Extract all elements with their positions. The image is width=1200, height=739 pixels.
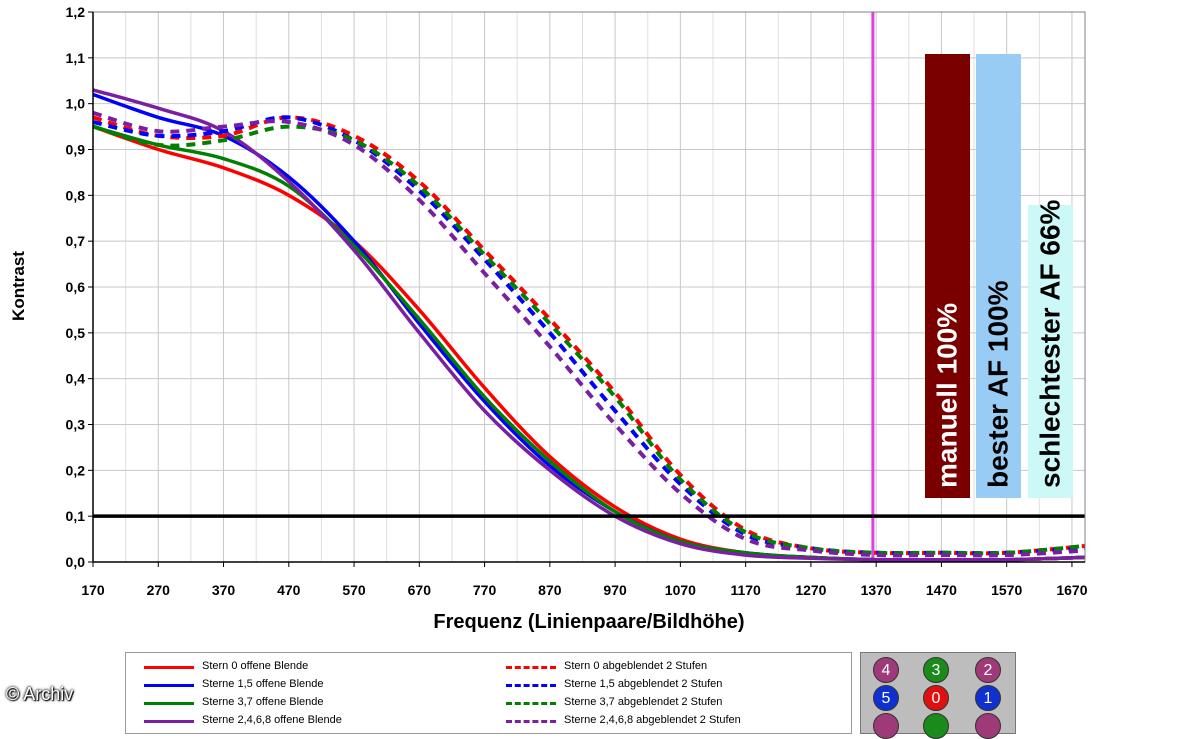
af-bar-label: bester AF 100% (983, 280, 1014, 488)
y-tick-label: 1,2 (66, 4, 86, 20)
af-bar-label: manuell 100% (932, 303, 963, 488)
legend-swatch (144, 720, 194, 723)
legend: Stern 0 offene Blende Sterne 1,5 offene B… (125, 652, 852, 734)
y-tick-label: 0,1 (66, 508, 86, 524)
y-tick-label: 0,9 (66, 142, 86, 158)
x-tick-label: 1670 (1056, 582, 1087, 598)
legend-swatch (144, 702, 194, 705)
copyright-watermark: © Archiv (6, 684, 74, 704)
legend-swatch (144, 666, 194, 669)
legend-swatch (506, 684, 556, 687)
legend-swatch (506, 666, 556, 669)
y-tick-label: 0,5 (66, 325, 86, 341)
x-tick-label: 470 (277, 582, 301, 598)
legend-label: Sterne 3,7 abgeblendet 2 Stufen (564, 696, 723, 708)
legend-label: Sterne 2,4,6,8 abgeblendet 2 Stufen (564, 714, 741, 726)
af-bar-label: schlechtester AF 66% (1035, 199, 1066, 488)
x-tick-label: 1370 (861, 582, 892, 598)
y-tick-label: 0,6 (66, 279, 86, 295)
x-tick-label: 1070 (665, 582, 696, 598)
sensor-dot: 0 (923, 685, 949, 711)
x-tick-label: 270 (147, 582, 171, 598)
x-tick-label: 570 (342, 582, 366, 598)
legend-label: Sterne 2,4,6,8 offene Blende (202, 714, 342, 726)
af-bar: bester AF 100% (976, 54, 1021, 498)
x-tick-label: 1270 (795, 582, 826, 598)
chart-grid (92, 11, 1085, 563)
series-line (92, 124, 1086, 556)
bar-group: manuell 100% bester AF 100% schlechtester … (871, 12, 1073, 562)
x-tick-label: 870 (538, 582, 562, 598)
af-bar: schlechtester AF 66% (1028, 199, 1073, 498)
x-tick-label: 970 (603, 582, 627, 598)
x-tick-label: 370 (212, 582, 236, 598)
legend-label: Sterne 1,5 abgeblendet 2 Stufen (564, 678, 723, 690)
y-axis-label: Kontrast (9, 251, 28, 321)
x-axis-label: Frequenz (Linienpaare/Bildhöhe) (433, 611, 744, 633)
legend-swatch (144, 684, 194, 687)
sensor-dot-partial (873, 713, 899, 739)
series-line (92, 88, 1086, 562)
af-bar: manuell 100% (925, 54, 970, 498)
series-line (92, 110, 1086, 558)
x-tick-label: 770 (473, 582, 497, 598)
y-tick-label: 0,3 (66, 417, 86, 433)
x-tick-label: 1470 (926, 582, 957, 598)
sensor-dot: 1 (975, 685, 1001, 711)
x-tick-label: 1570 (991, 582, 1022, 598)
y-tick-label: 0,2 (66, 462, 86, 478)
series-group (92, 88, 1086, 562)
af-bar-rect (925, 54, 970, 498)
y-tick-label: 1,1 (66, 50, 86, 66)
af-bar-rect (1028, 204, 1073, 498)
legend-label: Sterne 1,5 offene Blende (202, 678, 324, 690)
sensor-dot: 5 (873, 685, 899, 711)
legend-swatch (506, 702, 556, 705)
legend-label: Stern 0 abgeblendet 2 Stufen (564, 660, 708, 672)
af-bar-rect (976, 54, 1021, 498)
sensor-dot-partial (923, 713, 949, 739)
series-line (92, 115, 1086, 556)
x-tick-label: 170 (81, 582, 105, 598)
y-tick-label: 0,7 (66, 233, 86, 249)
y-tick-label: 0,8 (66, 187, 86, 203)
sensor-dot-partial (975, 713, 1001, 739)
axes: 0,0 0,1 0,2 0,3 0,4 0,5 0,6 0,7 0,8 0,9 1,0 1,1 1,2 1… (66, 4, 1088, 598)
y-tick-label: 1,0 (66, 96, 86, 112)
legend-label: Stern 0 offene Blende (202, 660, 309, 672)
x-tick-label: 670 (408, 582, 432, 598)
y-tick-label: 0,0 (66, 554, 86, 570)
legend-label: Sterne 3,7 offene Blende (202, 696, 324, 708)
mtf-chart: manuell 100% bester AF 100% schlechtester … (9, 4, 1088, 633)
sensor-dot: 3 (923, 657, 949, 683)
x-tick-label: 1170 (730, 582, 761, 598)
legend-swatch (506, 720, 556, 723)
sensor-dot: 4 (873, 657, 899, 683)
y-tick-label: 0,4 (66, 371, 86, 387)
sensor-dot: 2 (975, 657, 1001, 683)
